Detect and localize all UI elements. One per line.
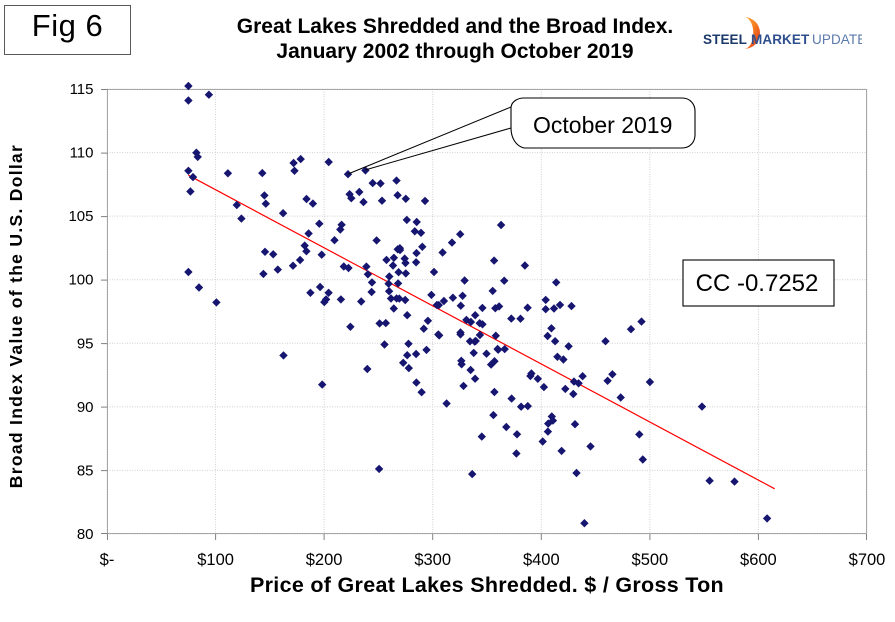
svg-text:CC -0.7252: CC -0.7252 <box>696 270 819 297</box>
svg-text:100: 100 <box>68 272 93 289</box>
svg-text:$500: $500 <box>632 551 669 569</box>
svg-text:$600: $600 <box>740 551 777 569</box>
svg-text:$200: $200 <box>306 551 343 569</box>
svg-text:90: 90 <box>77 399 94 416</box>
svg-text:$300: $300 <box>414 551 451 569</box>
svg-text:105: 105 <box>68 208 93 225</box>
svg-text:$-: $- <box>100 551 115 569</box>
svg-text:$400: $400 <box>523 551 560 569</box>
svg-text:$100: $100 <box>197 551 234 569</box>
svg-text:95: 95 <box>77 335 94 352</box>
svg-text:80: 80 <box>77 526 94 543</box>
svg-text:110: 110 <box>70 145 94 162</box>
svg-text:85: 85 <box>77 462 94 479</box>
svg-text:$700: $700 <box>849 551 886 569</box>
svg-text:October 2019: October 2019 <box>533 112 672 138</box>
svg-text:115: 115 <box>70 81 94 98</box>
